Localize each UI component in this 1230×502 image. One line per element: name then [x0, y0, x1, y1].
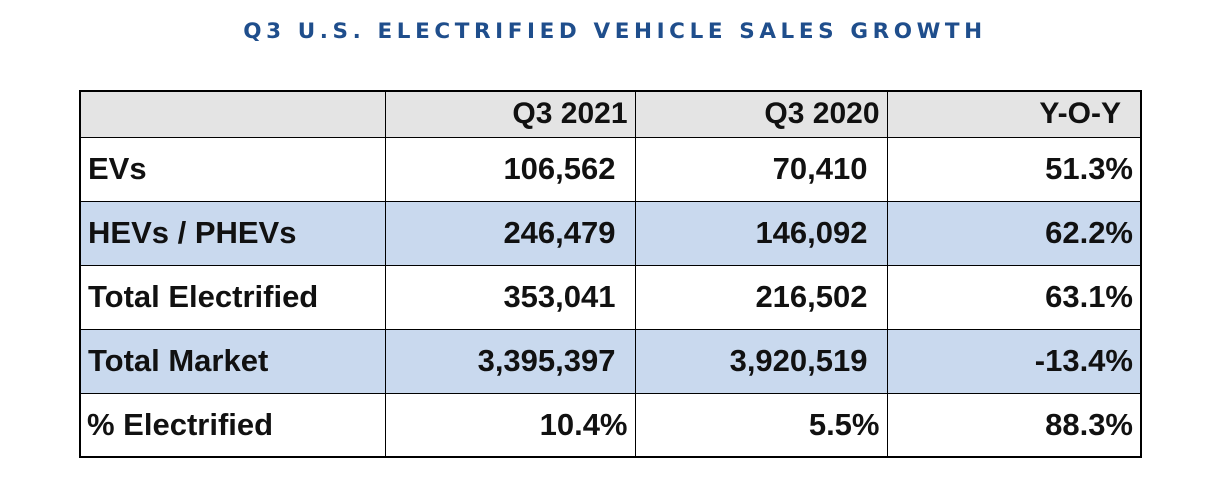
- row-label: HEVs / PHEVs: [79, 200, 386, 266]
- cell-q3-2021: 3,395,397: [384, 328, 636, 394]
- table-row-hevs-phevs: HEVs / PHEVs 246,479 146,092 62.2%: [79, 200, 1142, 266]
- cell-yoy: 62.2%: [886, 200, 1142, 266]
- cell-q3-2020: 5.5%: [634, 392, 888, 458]
- cell-q3-2020: 70,410: [634, 136, 888, 202]
- table-row-percent-electrified: % Electrified 10.4% 5.5% 88.3%: [79, 392, 1142, 458]
- header-cell-label: [79, 90, 386, 138]
- cell-q3-2020: 3,920,519: [634, 328, 888, 394]
- cell-yoy: 63.1%: [886, 264, 1142, 330]
- cell-q3-2021: 246,479: [384, 200, 636, 266]
- row-label: Total Electrified: [79, 264, 386, 330]
- sales-table: Q3 2021 Q3 2020 Y-O-Y EVs 106,562 70,410…: [79, 90, 1142, 458]
- table-row-total-electrified: Total Electrified 353,041 216,502 63.1%: [79, 264, 1142, 330]
- cell-q3-2020: 216,502: [634, 264, 888, 330]
- cell-q3-2021: 353,041: [384, 264, 636, 330]
- header-cell-q3-2021: Q3 2021: [384, 90, 636, 138]
- row-label: Total Market: [79, 328, 386, 394]
- row-label: EVs: [79, 136, 386, 202]
- cell-yoy: -13.4%: [886, 328, 1142, 394]
- cell-q3-2021: 106,562: [384, 136, 636, 202]
- table-row-total-market: Total Market 3,395,397 3,920,519 -13.4%: [79, 328, 1142, 394]
- chart-title: Q3 U.S. ELECTRIFIED VEHICLE SALES GROWTH: [243, 19, 987, 44]
- table-row-evs: EVs 106,562 70,410 51.3%: [79, 136, 1142, 202]
- cell-q3-2021: 10.4%: [384, 392, 636, 458]
- cell-q3-2020: 146,092: [634, 200, 888, 266]
- row-label: % Electrified: [79, 392, 386, 458]
- header-cell-yoy: Y-O-Y: [886, 90, 1142, 138]
- table-header-row: Q3 2021 Q3 2020 Y-O-Y: [79, 90, 1142, 138]
- cell-yoy: 88.3%: [886, 392, 1142, 458]
- header-cell-q3-2020: Q3 2020: [634, 90, 888, 138]
- cell-yoy: 51.3%: [886, 136, 1142, 202]
